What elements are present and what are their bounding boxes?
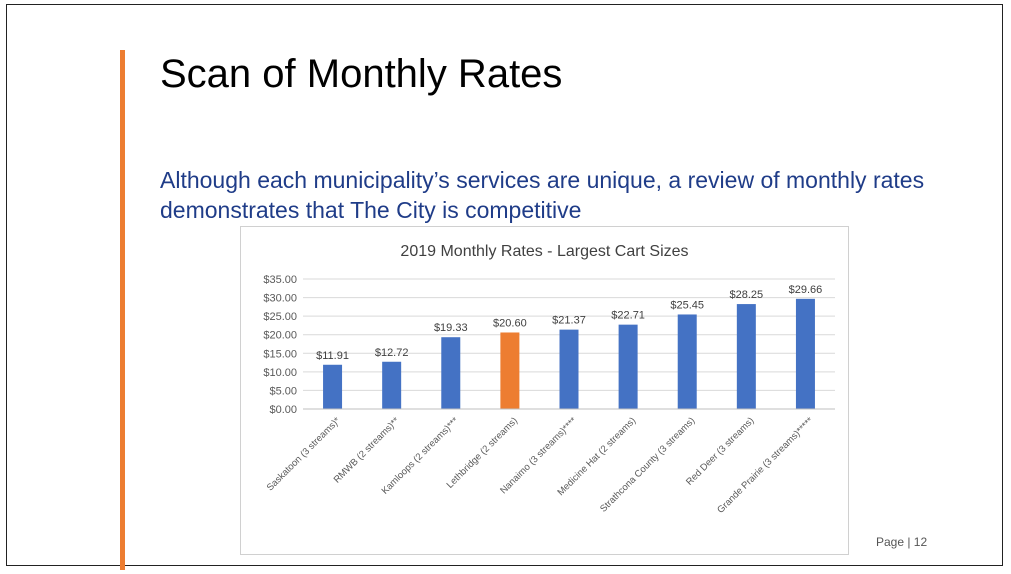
data-label: $25.45 xyxy=(670,299,704,311)
slide-subtitle: Although each municipality’s services ar… xyxy=(160,167,925,223)
page-number: Page | 12 xyxy=(876,535,928,549)
y-tick-label: $20.00 xyxy=(263,330,297,342)
y-tick-label: $10.00 xyxy=(263,367,297,379)
x-tick-label: Grande Prairie (3 streams)***** xyxy=(715,415,816,516)
bar xyxy=(677,314,697,409)
x-tick-label: Strathcona County (3 streams) xyxy=(598,415,697,514)
y-tick-label: $30.00 xyxy=(263,293,297,305)
y-tick-label: $15.00 xyxy=(263,348,297,360)
chart-title: 2019 Monthly Rates - Largest Cart Sizes xyxy=(400,243,689,260)
bar xyxy=(618,324,638,409)
data-label: $29.66 xyxy=(789,284,823,296)
bar xyxy=(795,298,815,409)
bar xyxy=(559,329,579,409)
bar xyxy=(736,304,756,409)
data-label: $12.72 xyxy=(375,347,409,359)
data-label: $11.91 xyxy=(316,350,349,362)
y-tick-label: $25.00 xyxy=(263,311,297,323)
data-label: $28.25 xyxy=(730,289,764,301)
y-tick-label: $35.00 xyxy=(263,274,297,286)
bar xyxy=(500,332,520,409)
data-label: $21.37 xyxy=(552,315,586,327)
y-tick-label: $5.00 xyxy=(269,385,297,397)
y-tick-label: $0.00 xyxy=(269,404,297,416)
data-label: $19.33 xyxy=(434,322,468,334)
accent-bar xyxy=(120,50,125,570)
chart-panel: 2019 Monthly Rates - Largest Cart Sizes … xyxy=(240,226,849,555)
x-tick-label: RMWB (2 streams)** xyxy=(332,415,402,485)
x-tick-label: Saskatoon (3 streams)* xyxy=(265,415,343,493)
data-label: $20.60 xyxy=(493,317,527,329)
bar xyxy=(441,337,461,409)
data-label: $22.71 xyxy=(611,310,645,322)
slide-title: Scan of Monthly Rates xyxy=(160,52,563,96)
bar-chart: $0.00 $5.00 $10.00 $15.00 $20.00 $25.00 $30.00… xyxy=(263,274,835,516)
bar xyxy=(323,364,343,409)
bar xyxy=(382,361,402,409)
